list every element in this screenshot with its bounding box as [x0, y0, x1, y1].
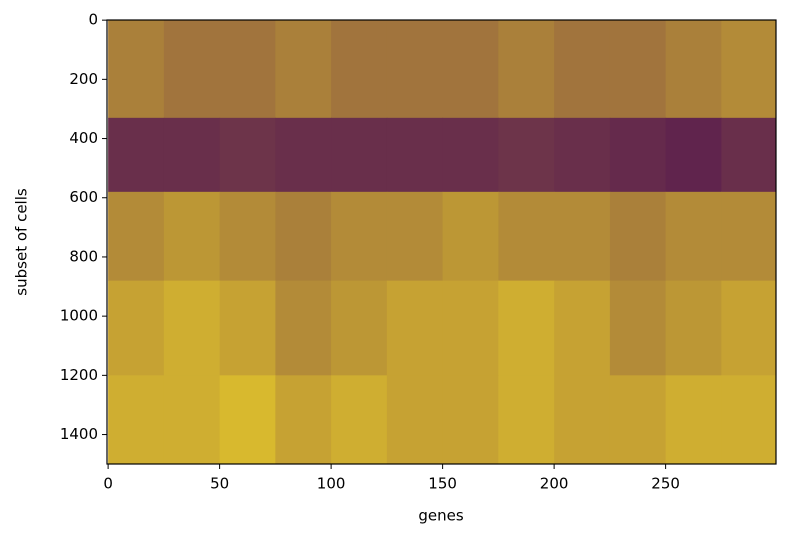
y-tick-label: 1400	[60, 425, 98, 443]
heatmap-cell	[108, 375, 165, 465]
heatmap-cell	[721, 191, 777, 282]
heatmap-cell	[331, 20, 388, 119]
heatmap-cell	[721, 280, 777, 376]
heatmap-cell	[275, 375, 332, 465]
heatmap-cell	[498, 375, 555, 465]
heatmap-cell	[275, 117, 332, 193]
heatmap-cell	[163, 117, 221, 193]
x-tick-label: 50	[210, 475, 229, 493]
y-tick-label: 200	[69, 70, 98, 88]
heatmap-cell	[442, 375, 499, 465]
heatmap-cell	[331, 117, 388, 193]
heatmap-cell	[665, 191, 722, 282]
heatmap-cell	[219, 20, 276, 119]
heatmap-cell	[219, 117, 276, 193]
heatmap-cell	[331, 375, 388, 465]
heatmap-cell	[665, 20, 722, 119]
y-tick-label: 400	[69, 129, 98, 147]
heatmap-cell	[163, 191, 221, 282]
heatmap-cell	[609, 117, 667, 193]
x-tick-label: 200	[540, 475, 569, 493]
heatmap-cell	[108, 280, 165, 376]
y-tick-label: 800	[69, 247, 98, 265]
y-tick-label: 600	[69, 188, 98, 206]
heatmap-cell	[554, 191, 611, 282]
heatmap-cell	[554, 117, 611, 193]
heatmap-cell	[665, 375, 722, 465]
heatmap-cell	[219, 375, 276, 465]
y-tick-label: 1200	[60, 366, 98, 384]
heatmap-cell	[721, 375, 777, 465]
heatmap-cell	[609, 20, 667, 119]
plot-frame	[106, 19, 777, 465]
heatmap-cell	[721, 117, 777, 193]
heatmap-cell	[108, 117, 165, 193]
heatmap-cell	[442, 117, 499, 193]
heatmap-cell	[163, 280, 221, 376]
heatmap-cell	[498, 191, 555, 282]
heatmap-cell	[609, 280, 667, 376]
heatmap-cell	[665, 117, 722, 193]
heatmap-cell	[442, 191, 499, 282]
heatmap-cell	[386, 191, 444, 282]
heatmap-cell	[442, 20, 499, 119]
heatmap-cell	[108, 191, 165, 282]
heatmap-cell	[386, 117, 444, 193]
heatmap-cell	[275, 20, 332, 119]
x-tick-label: 0	[103, 475, 113, 493]
heatmap-cell	[442, 280, 499, 376]
heatmap-cell	[108, 20, 165, 119]
heatmap-cell	[554, 20, 611, 119]
heatmap-cell	[219, 191, 276, 282]
heatmap-cell	[721, 20, 777, 119]
x-tick-label: 150	[428, 475, 457, 493]
heatmap-cell	[275, 191, 332, 282]
heatmap-cell	[331, 191, 388, 282]
x-axis-label: genes	[418, 507, 463, 525]
heatmap-cell	[609, 191, 667, 282]
heatmap-cell	[163, 20, 221, 119]
heatmap-cell	[386, 375, 444, 465]
x-tick-label: 250	[651, 475, 680, 493]
heatmap-cell	[498, 280, 555, 376]
x-tick-label: 100	[317, 475, 346, 493]
y-axis-label: subset of cells	[13, 188, 31, 296]
heatmap-cell	[498, 117, 555, 193]
heatmap-cell	[219, 280, 276, 376]
heatmap-cell	[498, 20, 555, 119]
heatmap-cell	[554, 280, 611, 376]
heatmap-cell	[665, 280, 722, 376]
heatmap-cell	[386, 280, 444, 376]
heatmap-cell	[331, 280, 388, 376]
heatmap-cell	[554, 375, 611, 465]
heatmap-cell	[386, 20, 444, 119]
y-tick-label: 0	[88, 11, 98, 29]
heatmap-cell	[275, 280, 332, 376]
heatmap-cell	[609, 375, 667, 465]
heatmap-cell	[163, 375, 221, 465]
y-tick-label: 1000	[60, 307, 98, 325]
